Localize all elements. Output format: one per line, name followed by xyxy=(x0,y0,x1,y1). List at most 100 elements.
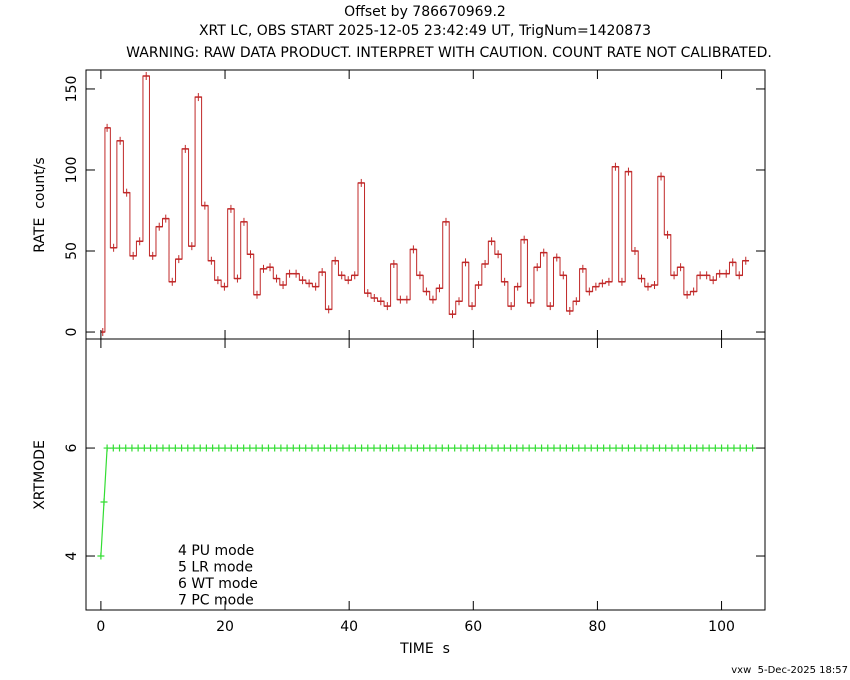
mode-point xyxy=(215,444,223,452)
mode-point xyxy=(519,444,527,452)
mode-point xyxy=(184,444,192,452)
mode-point xyxy=(426,444,434,452)
mode-legend-text: 4 PU mode xyxy=(178,543,254,559)
mode-point xyxy=(327,444,335,452)
mode-point xyxy=(494,444,502,452)
mode-point xyxy=(736,444,744,452)
y-axis-label: RATE count/s xyxy=(32,157,48,252)
mode-point xyxy=(209,444,217,452)
mode-point xyxy=(420,444,428,452)
mode-point xyxy=(444,444,452,452)
mode-point xyxy=(165,444,173,452)
x-tick-label: 0 xyxy=(96,619,105,635)
mode-point xyxy=(749,444,757,452)
mode-point xyxy=(178,444,186,452)
step-outline xyxy=(100,75,750,333)
mode-point xyxy=(711,444,719,452)
mode-point xyxy=(587,444,595,452)
x-tick-label: 60 xyxy=(464,619,482,635)
mode-point xyxy=(227,444,235,452)
mode-point xyxy=(724,444,732,452)
mode-point xyxy=(320,444,328,452)
mode-point xyxy=(147,444,155,452)
mode-point xyxy=(128,444,136,452)
mode-point xyxy=(153,444,161,452)
mode-point xyxy=(569,444,577,452)
mode-point xyxy=(624,444,632,452)
mode-point xyxy=(401,444,409,452)
mode-point xyxy=(742,444,750,452)
mode-point xyxy=(637,444,645,452)
mode-point xyxy=(171,444,179,452)
mode-legend-text: 7 PC mode xyxy=(178,593,254,609)
mode-point xyxy=(438,444,446,452)
mode-point xyxy=(618,444,626,452)
mode-point xyxy=(221,444,229,452)
mode-point xyxy=(550,444,558,452)
mode-point xyxy=(389,444,397,452)
mode-point xyxy=(252,444,260,452)
mode-point xyxy=(100,498,108,506)
mode-point xyxy=(649,444,657,452)
mode-point xyxy=(730,444,738,452)
mode-point xyxy=(376,444,384,452)
mode-point xyxy=(469,444,477,452)
mode-point xyxy=(277,444,285,452)
chart-title: Offset by 786670969.2 xyxy=(344,4,506,20)
mode-point xyxy=(289,444,297,452)
mode-point xyxy=(581,444,589,452)
mode-point xyxy=(687,444,695,452)
mode-point xyxy=(395,444,403,452)
mode-point xyxy=(668,444,676,452)
mode-point xyxy=(103,444,111,452)
x-tick-label: 100 xyxy=(708,619,735,635)
mode-point xyxy=(500,444,508,452)
mode-point xyxy=(475,444,483,452)
mode-point xyxy=(345,444,353,452)
y-tick-label: 4 xyxy=(64,551,80,560)
mode-point xyxy=(556,444,564,452)
mode-point xyxy=(271,444,279,452)
mode-point xyxy=(190,444,198,452)
mode-point xyxy=(246,444,254,452)
bottom-panel-frame xyxy=(85,338,766,611)
warning-note: WARNING: RAW DATA PRODUCT. INTERPRET WIT… xyxy=(126,45,772,61)
mode-point xyxy=(612,444,620,452)
mode-point xyxy=(674,444,682,452)
mode-point xyxy=(240,444,248,452)
mode-point xyxy=(482,444,490,452)
mode-point xyxy=(134,444,142,452)
x-tick-label: 40 xyxy=(340,619,358,635)
mode-point xyxy=(718,444,726,452)
mode-legend-text: 5 LR mode xyxy=(178,560,253,576)
mode-point xyxy=(531,444,539,452)
mode-point xyxy=(233,444,241,452)
mode-point xyxy=(693,444,701,452)
mode-point xyxy=(308,444,316,452)
x-tick-label: 20 xyxy=(216,619,234,635)
mode-point xyxy=(600,444,608,452)
mode-point xyxy=(159,444,167,452)
mode-point xyxy=(116,444,124,452)
mode-point xyxy=(655,444,663,452)
mode-point xyxy=(662,444,670,452)
mode-point xyxy=(258,444,266,452)
chart-subtitle: XRT LC, OBS START 2025-12-05 23:42:49 UT… xyxy=(199,23,651,39)
mode-point xyxy=(643,444,651,452)
mode-point xyxy=(122,444,130,452)
y-tick-label: 0 xyxy=(64,328,80,337)
mode-point xyxy=(364,444,372,452)
mode-point xyxy=(358,444,366,452)
mode-point xyxy=(457,444,465,452)
mode-point xyxy=(302,444,310,452)
mode-point xyxy=(407,444,415,452)
y-tick-label: 6 xyxy=(64,444,80,453)
mode-point xyxy=(351,444,359,452)
x-axis-label: TIME s xyxy=(399,641,450,657)
mode-point xyxy=(109,444,117,452)
mode-point xyxy=(513,444,521,452)
mode-point xyxy=(451,444,459,452)
y-tick-label: 100 xyxy=(64,157,80,184)
mode-point xyxy=(631,444,639,452)
y-tick-label: 50 xyxy=(64,242,80,260)
